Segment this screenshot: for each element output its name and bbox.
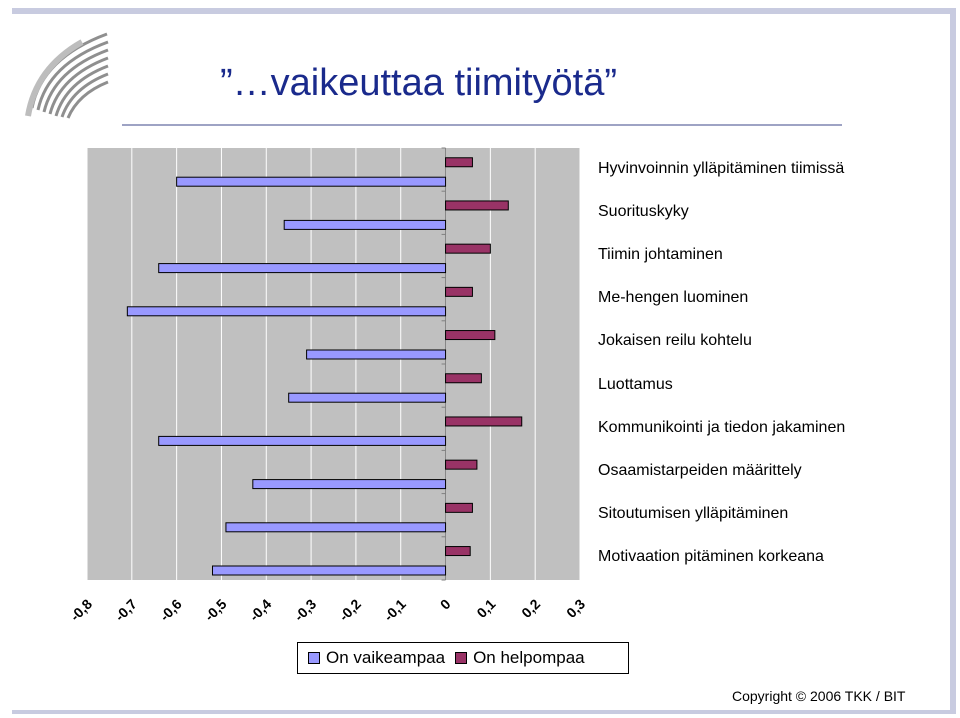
- legend-label-helpompaa: On helpompaa: [473, 648, 585, 667]
- x-tick-label: -0,3: [291, 596, 320, 625]
- category-label: Tiimin johtaminen: [598, 246, 723, 263]
- slide-border-top: [12, 8, 956, 14]
- bar-helpompaa: [445, 502, 473, 513]
- bar-vaikeampaa: [158, 263, 447, 274]
- legend-swatch-helpompaa: [455, 652, 468, 664]
- legend-label-vaikeampaa: On vaikeampaa: [326, 648, 446, 667]
- category-label: Kommunikointi ja tiedon jakaminen: [598, 418, 846, 436]
- bar-vaikeampaa: [288, 392, 447, 403]
- bar-vaikeampaa: [176, 176, 447, 187]
- bar-vaikeampaa: [306, 349, 447, 360]
- x-tick-label: -0,2: [336, 596, 365, 625]
- bar-helpompaa: [445, 243, 491, 254]
- chart-legend: On vaikeampaa On helpompaa: [297, 642, 629, 674]
- bar-helpompaa: [445, 330, 496, 341]
- bar-vaikeampaa: [211, 565, 447, 576]
- category-label: Sitoutumisen ylläpitäminen: [598, 505, 789, 523]
- category-label: Osaamistarpeiden määrittely: [598, 462, 802, 479]
- x-tick-label: 0,2: [518, 596, 543, 621]
- copyright-footer: Copyright © 2006 TKK / BIT: [732, 688, 906, 704]
- category-label: Jokaisen reilu kohtelu: [598, 332, 752, 350]
- bar-helpompaa: [445, 416, 523, 427]
- plot-area: [87, 148, 580, 580]
- page-title: ”…vaikeuttaa tiimityötä”: [220, 62, 618, 104]
- bar-vaikeampaa: [158, 435, 447, 446]
- bar-vaikeampaa: [283, 219, 447, 230]
- bar-vaikeampaa: [252, 479, 447, 490]
- x-tick-label: 0: [437, 596, 454, 613]
- legend-item-vaikeampaa: On vaikeampaa: [308, 648, 445, 668]
- x-tick-label: -0,4: [246, 596, 275, 625]
- x-tick-label: -0,7: [112, 596, 141, 625]
- x-tick-label: -0,6: [156, 596, 185, 625]
- bar-helpompaa: [445, 459, 478, 470]
- bar-vaikeampaa: [225, 522, 447, 533]
- x-tick-label: -0,1: [380, 596, 409, 625]
- bar-helpompaa: [445, 546, 471, 557]
- category-label: Motivaation pitäminen korkeana: [598, 548, 824, 566]
- category-label: Hyvinvoinnin ylläpitäminen tiimissä: [598, 159, 845, 177]
- legend-swatch-vaikeampaa: [308, 652, 320, 664]
- category-label: Me-hengen luominen: [598, 289, 749, 307]
- category-label: Luottamus: [598, 375, 673, 393]
- bar-helpompaa: [445, 157, 473, 168]
- logo-icon: [25, 32, 109, 119]
- bar-vaikeampaa: [126, 306, 447, 317]
- x-tick-label: -0,5: [201, 596, 230, 625]
- slide-border-right: [950, 8, 956, 714]
- x-tick-label: 0,1: [473, 596, 498, 621]
- bar-helpompaa: [445, 373, 482, 384]
- x-tick-label: 0,3: [563, 596, 588, 621]
- legend-item-helpompaa: On helpompaa: [455, 648, 585, 668]
- bar-helpompaa: [445, 200, 509, 211]
- title-divider: [122, 124, 842, 126]
- category-label: Suorituskyky: [598, 202, 689, 220]
- bar-helpompaa: [445, 286, 473, 297]
- slide-border-bottom: [12, 710, 956, 714]
- x-tick-label: -0,8: [67, 596, 96, 625]
